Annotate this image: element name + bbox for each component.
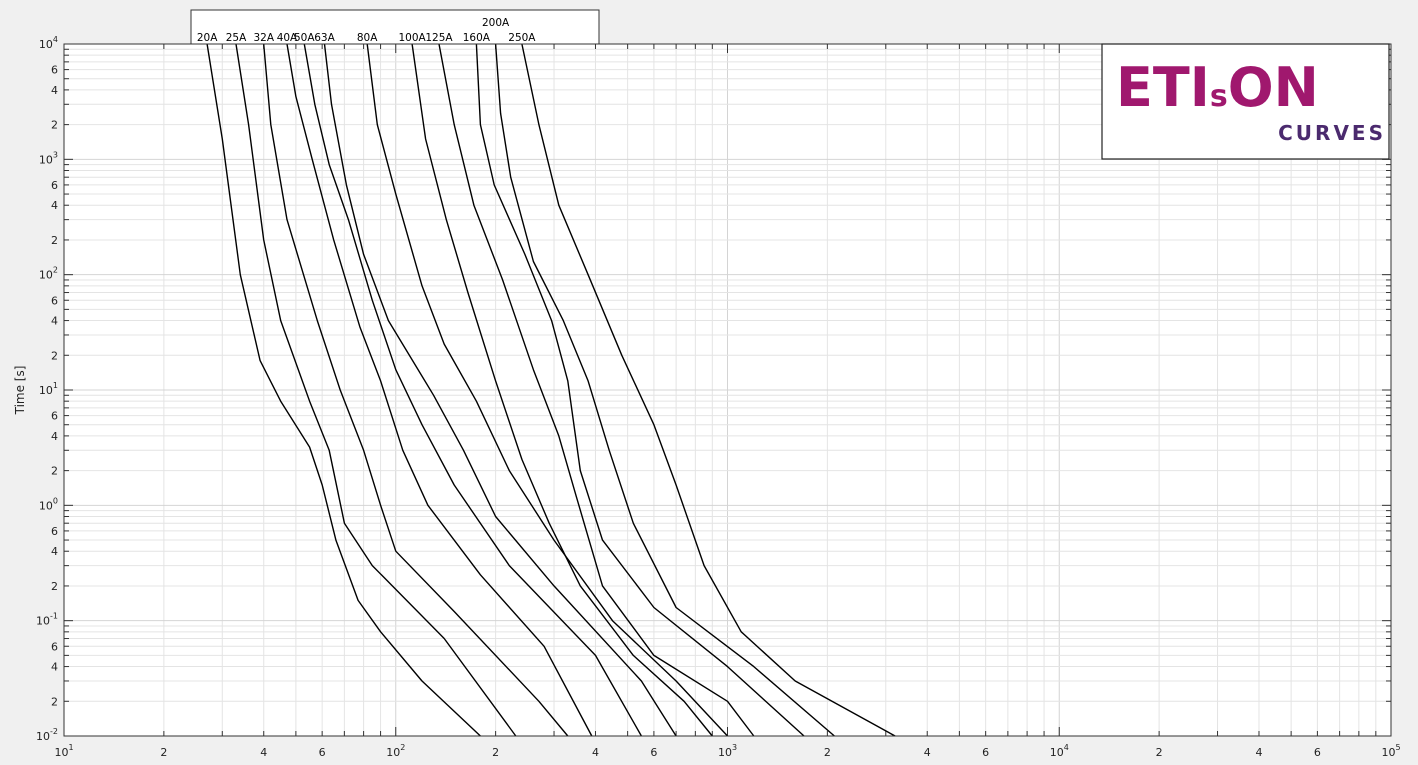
curve-label-63a: 63A bbox=[314, 32, 335, 44]
y-tick-label: 102 bbox=[39, 266, 58, 282]
curve-250a bbox=[521, 43, 896, 737]
x-tick-label: 101 bbox=[54, 743, 73, 759]
x-tick-label: 6 bbox=[650, 746, 657, 759]
y-tick-label: 6 bbox=[51, 410, 58, 423]
curve-label-100a: 100A bbox=[398, 32, 426, 44]
curve-label-80a: 80A bbox=[357, 32, 378, 44]
logo-eti-text: ETI bbox=[1116, 56, 1210, 119]
curve-32a bbox=[263, 43, 569, 737]
curve-50a bbox=[303, 43, 643, 737]
y-tick-label: 100 bbox=[39, 496, 58, 512]
x-tick-label: 105 bbox=[1381, 743, 1400, 759]
y-tick-label: 6 bbox=[51, 294, 58, 307]
x-tick-label: 103 bbox=[718, 743, 737, 759]
x-tick-label: 4 bbox=[924, 746, 931, 759]
y-tick-label: 2 bbox=[51, 119, 58, 132]
y-tick-label: 4 bbox=[51, 430, 58, 443]
x-tick-label: 2 bbox=[1156, 746, 1163, 759]
curve-20a bbox=[206, 43, 481, 737]
y-tick-labels: 10-2 2 4 6 10-1 2 4 6 100 2 4 6 101 2 4 6 102 2 4 6 103 2 4 6 10… bbox=[36, 35, 58, 743]
curve-label-160a: 160A bbox=[463, 32, 491, 44]
y-tick-label: 10-2 bbox=[36, 727, 58, 743]
curve-label-50a: 50A bbox=[294, 32, 315, 44]
logo-tagline: CURVES bbox=[1278, 121, 1386, 145]
y-tick-label: 2 bbox=[51, 465, 58, 478]
y-tick-label: 6 bbox=[51, 525, 58, 538]
curve-100a bbox=[411, 43, 713, 737]
curve-label-32a: 32A bbox=[253, 32, 274, 44]
curve-label-40a: 40A bbox=[277, 32, 298, 44]
y-tick-label: 2 bbox=[51, 349, 58, 362]
curve-label-250a: 250A bbox=[508, 32, 536, 44]
x-tick-label: 6 bbox=[982, 746, 989, 759]
curve-40a bbox=[286, 43, 593, 737]
x-tick-label: 6 bbox=[319, 746, 326, 759]
curve-80a bbox=[366, 43, 729, 737]
curve-25a bbox=[235, 43, 517, 737]
curve-label-200a: 200A bbox=[482, 17, 510, 29]
y-tick-label: 4 bbox=[51, 661, 58, 674]
x-tick-labels: 101 2 4 6 102 2 4 6 103 2 4 6 104 2 4 6 105 bbox=[54, 743, 1400, 759]
curve-label-20a: 20A bbox=[197, 32, 218, 44]
y-tick-label: 101 bbox=[39, 381, 58, 397]
y-axis-label: Time [s] bbox=[13, 366, 27, 416]
grid bbox=[63, 44, 1391, 737]
y-tick-label: 103 bbox=[39, 150, 58, 166]
x-tick-label: 104 bbox=[1050, 743, 1069, 759]
y-tick-label: 10-1 bbox=[36, 612, 58, 628]
y-tick-label: 4 bbox=[51, 315, 58, 328]
y-tick-label: 4 bbox=[51, 199, 58, 212]
x-tick-label: 4 bbox=[260, 746, 267, 759]
x-tick-label: 102 bbox=[386, 743, 405, 759]
y-tick-label: 2 bbox=[51, 234, 58, 247]
curve-160a bbox=[475, 43, 805, 737]
y-tick-label: 2 bbox=[51, 580, 58, 593]
x-tick-label: 2 bbox=[824, 746, 831, 759]
curve-200a bbox=[494, 43, 835, 737]
y-tick-label: 104 bbox=[39, 35, 58, 51]
x-tick-label: 2 bbox=[492, 746, 499, 759]
curve-125a bbox=[438, 43, 755, 737]
plot-frame bbox=[63, 43, 1392, 737]
logo-on-text: ON bbox=[1228, 56, 1319, 119]
curve-label-25a: 25A bbox=[226, 32, 247, 44]
y-tick-label: 4 bbox=[51, 545, 58, 558]
y-tick-label: 6 bbox=[51, 64, 58, 77]
curves bbox=[206, 43, 896, 737]
logo: ETIsON CURVES bbox=[1101, 43, 1390, 160]
x-tick-label: 4 bbox=[592, 746, 599, 759]
curve-63a bbox=[323, 43, 677, 737]
y-tick-label: 4 bbox=[51, 84, 58, 97]
x-tick-label: 2 bbox=[160, 746, 167, 759]
logo-s-text: s bbox=[1210, 79, 1228, 114]
y-tick-label: 2 bbox=[51, 695, 58, 708]
svg-text:ETIsON: ETIsON bbox=[1116, 56, 1319, 119]
x-tick-label: 6 bbox=[1314, 746, 1321, 759]
x-tick-label: 4 bbox=[1255, 746, 1262, 759]
y-tick-label: 6 bbox=[51, 640, 58, 653]
curve-label-125a: 125A bbox=[425, 32, 453, 44]
y-tick-label: 6 bbox=[51, 179, 58, 192]
